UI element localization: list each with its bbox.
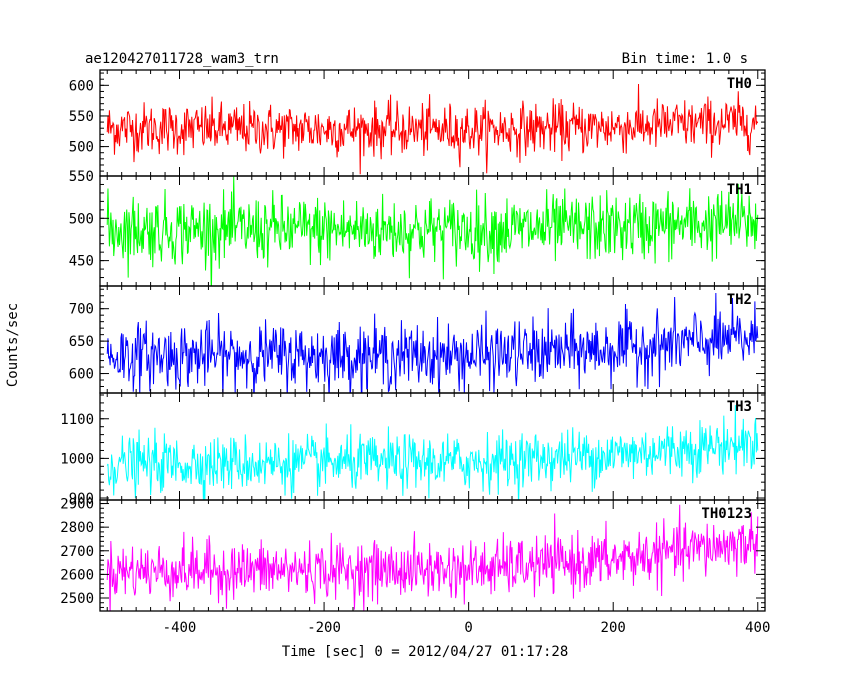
series-name-label: TH0	[727, 76, 752, 92]
y-tick-label: 450	[69, 254, 94, 270]
series-line-th1	[106, 176, 759, 286]
y-tick-label: 550	[69, 109, 94, 125]
y-tick-label: 600	[69, 367, 94, 383]
panel-th0123: 2500 2600 2700 2800 2900 TH0123	[60, 497, 766, 612]
panel-th2: 600 650 700 TH2	[69, 285, 766, 394]
series-line-th0123	[106, 504, 759, 611]
y-tick-label: 1100	[60, 412, 94, 428]
panel-th0: 500 550 600 TH0	[69, 69, 766, 177]
y-tick-label: 2900	[60, 497, 94, 513]
series-name-label: TH0123	[701, 506, 752, 522]
y-tick-label: 2800	[60, 520, 94, 536]
y-tick-label: 1000	[60, 451, 94, 467]
series-line-th0	[106, 83, 759, 175]
panel-th1: 450 500 550 TH1	[69, 169, 766, 287]
y-tick-label: 650	[69, 334, 94, 350]
y-tick-label: 900	[69, 491, 94, 507]
x-axis-label: Time [sec] 0 = 2012/04/27 01:17:28	[282, 644, 569, 660]
y-tick-label: 550	[69, 169, 94, 185]
x-tick-labels: -400 -200 0 200 400	[163, 620, 771, 636]
y-tick-label: 500	[69, 211, 94, 227]
series-name-label: TH2	[727, 292, 752, 308]
series-line-th3	[106, 405, 759, 500]
bin-time-label: Bin time: 1.0 s	[622, 51, 748, 67]
x-tick-label: -200	[307, 620, 341, 636]
x-tick-label: 200	[601, 620, 626, 636]
y-tick-label: 500	[69, 140, 94, 156]
x-tick-label: 400	[745, 620, 770, 636]
y-tick-label: 2600	[60, 567, 94, 583]
y-tick-label: 2500	[60, 591, 94, 607]
y-tick-label: 2700	[60, 544, 94, 560]
panel-th3: 900 1000 1100 TH3	[60, 392, 766, 507]
x-tick-label: -400	[163, 620, 197, 636]
series-name-label: TH3	[727, 399, 752, 415]
y-tick-label: 700	[69, 302, 94, 318]
x-tick-label: 0	[464, 620, 472, 636]
plot-title: ae120427011728_wam3_trn	[85, 51, 279, 67]
y-axis-label: Counts/sec	[5, 303, 21, 387]
panels-group: 500 550 600 TH0 450 500 550 TH1 600 650 700 TH2 900 1…	[60, 69, 766, 612]
y-tick-label: 600	[69, 78, 94, 94]
series-line-th2	[106, 292, 759, 393]
series-name-label: TH1	[727, 182, 752, 198]
